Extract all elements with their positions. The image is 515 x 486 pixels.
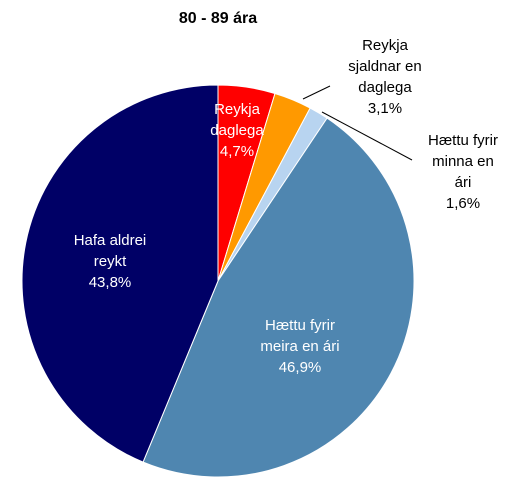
pie-slice: [142, 117, 415, 478]
value-label: 3,1%: [367, 100, 403, 117]
slice-label: Reykja sjaldnar en daglega 3,1%: [341, 35, 429, 119]
slice-label: Hættu fyrir minna en ári 1,6%: [423, 130, 503, 214]
category-label: Reykja daglega: [210, 101, 264, 139]
category-label: Hættu fyrir meira en ári: [260, 317, 340, 355]
category-label: Hættu fyrir minna en ári: [427, 132, 498, 191]
leader-line: [321, 111, 413, 161]
value-label: 4,7%: [219, 143, 255, 160]
category-label: Hafa aldrei reykt: [73, 232, 147, 270]
pie-slice: [21, 84, 219, 463]
value-label: 46,9%: [278, 359, 322, 376]
category-label: Reykja sjaldnar en daglega: [348, 37, 422, 96]
value-label: 1,6%: [445, 195, 481, 212]
chart-title: 80 - 89 ára: [178, 10, 258, 27]
slice-label: Reykja daglega 4,7%: [202, 99, 272, 162]
slice-label: Hættu fyrir meira en ári 46,9%: [250, 315, 350, 378]
leader-line: [302, 85, 331, 100]
value-label: 43,8%: [88, 274, 132, 291]
slice-label: Hafa aldrei reykt 43,8%: [69, 230, 151, 293]
